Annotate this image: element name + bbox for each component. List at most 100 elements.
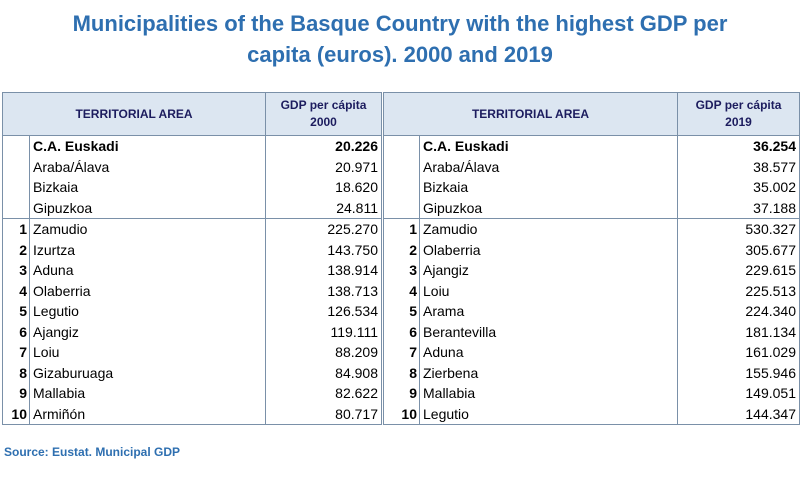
- title-line-2: capita (euros). 2000 and 2019: [247, 42, 553, 67]
- table-row: 2 Izurtza 143.750: [2, 239, 382, 260]
- territory-cell: Araba/Álava: [33, 158, 110, 175]
- rank-cell: 9: [2, 383, 30, 404]
- rank-cell: 8: [2, 362, 30, 383]
- territory-cell: Legutio: [33, 303, 79, 320]
- gdp-value-cell: 229.615: [677, 260, 800, 281]
- table-row: Araba/Álava 38.577: [383, 156, 800, 177]
- table-row: 4 Loiu 225.513: [383, 280, 800, 301]
- gdp-value-cell: 88.209: [265, 342, 382, 363]
- table-row: 10 Legutio 144.347: [383, 403, 800, 425]
- gdp-value-cell: 80.717: [265, 403, 382, 425]
- table-row: 4 Olaberria 138.713: [2, 280, 382, 301]
- table-row: 3 Ajangiz 229.615: [383, 260, 800, 281]
- territory-cell: Olaberria: [423, 241, 481, 258]
- table-row: C.A. Euskadi 20.226: [2, 135, 382, 157]
- table-row: Bizkaia 35.002: [383, 177, 800, 198]
- gdp-value-cell: 143.750: [265, 239, 382, 260]
- table-row: Gipuzkoa 37.188: [383, 197, 800, 219]
- table-row: 2 Olaberria 305.677: [383, 239, 800, 260]
- rank-cell: [2, 177, 30, 198]
- gdp-value-cell: 37.188: [677, 197, 800, 219]
- territory-cell: Loiu: [423, 282, 450, 299]
- rank-cell: 5: [2, 301, 30, 322]
- table-row: 3 Aduna 138.914: [2, 260, 382, 281]
- rank-cell: 9: [383, 383, 420, 404]
- territory-cell: Gipuzkoa: [29, 197, 266, 219]
- rank-cell: [2, 156, 30, 177]
- gdp-value-cell: 138.914: [265, 260, 382, 281]
- rank-cell: 4: [2, 280, 30, 301]
- rank-cell: [383, 197, 420, 219]
- table-row: 8 Zierbena 155.946: [383, 362, 800, 383]
- territory-cell: Araba/Álava: [423, 158, 500, 175]
- rank-cell: 8: [383, 362, 420, 383]
- territory-cell: Loiu: [33, 344, 60, 361]
- column-header-territorial-area: TERRITORIAL AREA: [2, 92, 266, 136]
- territory-cell: Gizaburuaga: [33, 364, 114, 381]
- rank-cell: 4: [383, 280, 420, 301]
- table-row: Bizkaia 18.620: [2, 177, 382, 198]
- territory-cell: Gipuzkoa: [419, 197, 678, 219]
- territory-cell: C.A. Euskadi: [423, 138, 509, 155]
- gdp-value-cell: 36.254: [677, 135, 800, 157]
- gdp-value-cell: 126.534: [265, 301, 382, 322]
- rank-cell: 2: [2, 239, 30, 260]
- rank-cell: 1: [2, 218, 30, 240]
- column-header-gdp-2000: GDP per cápita 2000: [265, 92, 382, 136]
- territory-cell: Bizkaia: [33, 179, 79, 196]
- gdp-value-cell: 181.134: [677, 321, 800, 342]
- rank-cell: 1: [383, 218, 420, 240]
- territory-cell: Arama: [423, 303, 465, 320]
- table-row: Gipuzkoa 24.811: [2, 197, 382, 219]
- territory-cell: Olaberria: [33, 282, 91, 299]
- gdp-value-cell: 84.908: [265, 362, 382, 383]
- title-line-1: Municipalities of the Basque Country wit…: [72, 11, 728, 36]
- gdp-value-cell: 530.327: [677, 218, 800, 240]
- gdp-value-cell: 20.226: [265, 135, 382, 157]
- gdp-value-cell: 225.270: [265, 218, 382, 240]
- table-row: 5 Arama 224.340: [383, 301, 800, 322]
- table-row: Araba/Álava 20.971: [2, 156, 382, 177]
- gdp-value-cell: 305.677: [677, 239, 800, 260]
- gdp-value-cell: 144.347: [677, 403, 800, 425]
- gdp-value-cell: 38.577: [677, 156, 800, 177]
- rank-cell: [383, 177, 420, 198]
- territory-cell: C.A. Euskadi: [33, 138, 119, 155]
- rank-cell: 10: [2, 403, 30, 425]
- territory-cell: Legutio: [419, 403, 678, 425]
- rank-cell: 6: [2, 321, 30, 342]
- territory-cell: Berantevilla: [423, 323, 497, 340]
- table-row: 9 Mallabia 149.051: [383, 383, 800, 404]
- table-row: 9 Mallabia 82.622: [2, 383, 382, 404]
- gdp-value-cell: 35.002: [677, 177, 800, 198]
- territory-cell: Ajangiz: [423, 262, 469, 279]
- territory-cell: Mallabia: [423, 385, 476, 402]
- column-header-territorial-area: TERRITORIAL AREA: [383, 92, 678, 136]
- gdp-table-2000: TERRITORIAL AREA GDP per cápita 2000 C.A…: [2, 92, 382, 425]
- gdp-value-cell: 24.811: [265, 197, 382, 219]
- table-row: 7 Aduna 161.029: [383, 342, 800, 363]
- rank-cell: 10: [383, 403, 420, 425]
- rank-cell: 7: [2, 342, 30, 363]
- gdp-value-cell: 138.713: [265, 280, 382, 301]
- gdp-value-cell: 82.622: [265, 383, 382, 404]
- table-row: 6 Berantevilla 181.134: [383, 321, 800, 342]
- gdp-value-cell: 119.111: [265, 321, 382, 342]
- gdp-value-cell: 20.971: [265, 156, 382, 177]
- territory-cell: Bizkaia: [423, 179, 469, 196]
- source-note: Source: Eustat. Municipal GDP: [4, 445, 181, 459]
- table-row: 5 Legutio 126.534: [2, 301, 382, 322]
- territory-cell: Aduna: [33, 262, 74, 279]
- table-row: 1 Zamudio 225.270: [2, 218, 382, 240]
- gdp-value-cell: 149.051: [677, 383, 800, 404]
- rank-cell: 6: [383, 321, 420, 342]
- territory-cell: Zamudio: [33, 221, 88, 238]
- territory-cell: Armiñón: [29, 403, 266, 425]
- gdp-value-cell: 224.340: [677, 301, 800, 322]
- gdp-value-cell: 161.029: [677, 342, 800, 363]
- table-row: 1 Zamudio 530.327: [383, 218, 800, 240]
- rank-cell: 3: [383, 260, 420, 281]
- gdp-value-cell: 18.620: [265, 177, 382, 198]
- gdp-table-2019: TERRITORIAL AREA GDP per cápita 2019 C.A…: [383, 92, 800, 425]
- rank-cell: [2, 197, 30, 219]
